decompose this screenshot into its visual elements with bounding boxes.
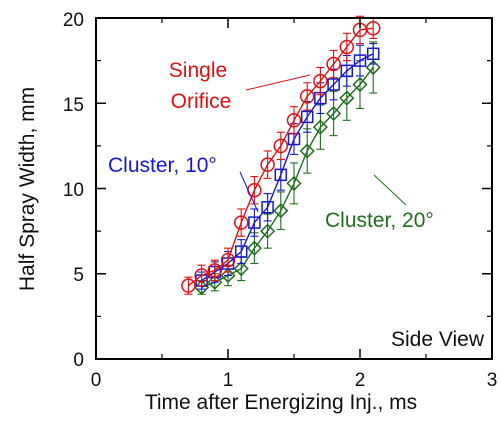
annotation-leader-cluster-20: [373, 174, 407, 206]
x-tick-label-3: 3: [487, 370, 498, 391]
data-point-circle: [313, 73, 328, 89]
data-point-circle: [339, 39, 355, 55]
data-point-circle: [260, 157, 275, 172]
annotation-leader-single-orifice: [245, 74, 311, 91]
series-single-orifice: [181, 15, 381, 295]
data-point-square: [353, 54, 367, 67]
data-point-diamond: [339, 90, 355, 106]
data-point-square: [300, 110, 314, 124]
data-point-circle: [194, 268, 209, 283]
y-tick-label-4: 20: [63, 10, 84, 31]
data-point-square: [366, 47, 380, 61]
data-point-diamond: [299, 143, 315, 159]
y-tick-label-3: 15: [63, 95, 84, 116]
series-layer: [181, 15, 381, 295]
data-point-diamond: [260, 223, 276, 239]
data-point-square: [274, 168, 288, 182]
x-tick-label-0: 0: [91, 370, 102, 391]
data-point-square: [234, 245, 248, 258]
data-point-circle: [207, 263, 223, 278]
data-point-square: [327, 78, 340, 91]
corner-label-side-view: Side View: [391, 328, 485, 351]
data-point-square: [261, 201, 274, 214]
x-tick-label-2: 2: [355, 370, 366, 391]
x-axis-title: Time after Energizing Inj., ms: [145, 391, 417, 414]
data-point-square: [340, 64, 354, 78]
x-tick-label-1: 1: [223, 370, 234, 391]
data-point-diamond: [207, 274, 223, 290]
data-point-diamond: [352, 76, 368, 93]
annotation-leader-cluster-10: [239, 171, 259, 213]
data-point-circle: [273, 138, 289, 154]
y-tick-label-1: 5: [73, 265, 84, 286]
data-point-diamond: [233, 261, 249, 277]
series-line-cluster-10: [201, 53, 374, 282]
tick-layer: [95, 17, 493, 360]
data-point-square: [248, 216, 261, 229]
y-tick-label-2: 10: [63, 180, 84, 201]
series-line-cluster-20: [201, 66, 374, 289]
data-point-circle: [365, 20, 381, 36]
y-tick-label-0: 0: [73, 350, 84, 371]
data-point-diamond: [220, 267, 236, 284]
data-point-circle: [326, 56, 341, 72]
series-label-single-orifice-line-2: Orifice: [171, 90, 232, 113]
data-point-diamond: [194, 279, 210, 295]
data-point-circle: [220, 252, 236, 268]
y-axis-title: Half Spray Width, mm: [16, 87, 39, 291]
data-point-circle: [286, 113, 302, 128]
data-point-diamond: [246, 240, 262, 256]
series-label-cluster-20: Cluster, 20°: [325, 209, 434, 232]
data-point-circle: [181, 278, 196, 293]
data-point-diamond: [286, 175, 302, 191]
data-point-diamond: [273, 203, 289, 219]
series-label-single-orifice-line-1: Single: [169, 59, 227, 82]
data-point-diamond: [312, 119, 328, 135]
series-label-cluster-10: Cluster, 10°: [108, 154, 217, 177]
data-point-diamond: [365, 59, 381, 76]
data-point-circle: [233, 215, 249, 230]
data-point-circle: [299, 89, 315, 104]
data-point-diamond: [326, 105, 342, 122]
